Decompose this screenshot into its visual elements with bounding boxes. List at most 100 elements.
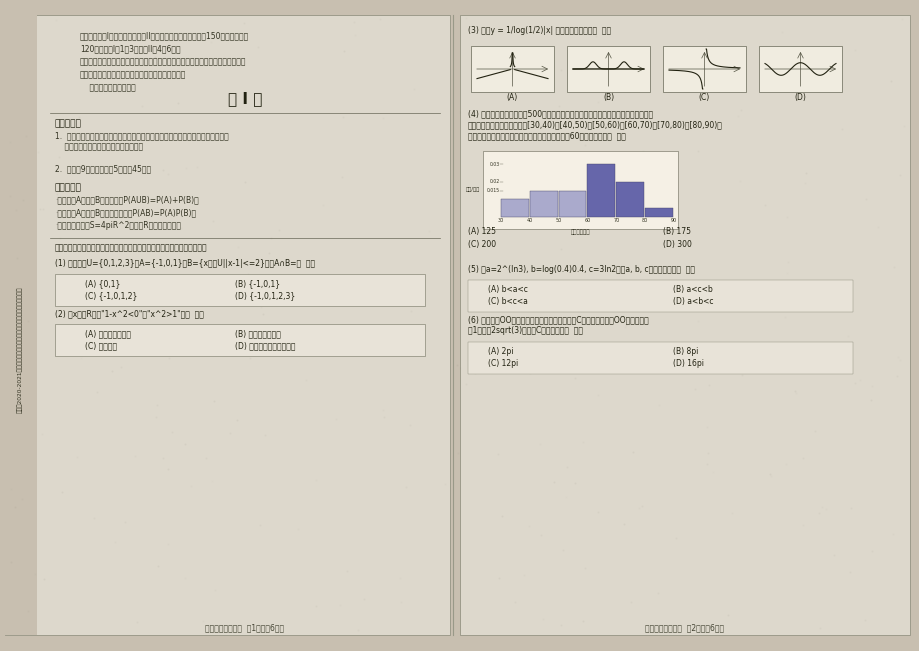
Point xyxy=(243,352,257,363)
Point xyxy=(841,567,856,577)
Point xyxy=(795,453,810,464)
Point xyxy=(452,363,467,373)
Point xyxy=(263,232,278,243)
Text: (D) 300: (D) 300 xyxy=(663,240,691,249)
Point xyxy=(422,226,437,236)
Point xyxy=(546,477,561,487)
Point xyxy=(533,530,548,540)
Point xyxy=(575,436,590,447)
Point xyxy=(255,309,270,319)
Point xyxy=(553,64,568,75)
Point xyxy=(818,503,833,514)
Text: (A): (A) xyxy=(506,93,517,102)
Point xyxy=(56,298,71,308)
Bar xyxy=(468,280,852,312)
Point xyxy=(309,600,323,611)
Point xyxy=(590,506,605,517)
Point xyxy=(788,388,802,398)
Point xyxy=(8,501,23,512)
Point xyxy=(408,270,423,280)
Bar xyxy=(55,324,425,356)
Point xyxy=(522,368,537,378)
Point xyxy=(778,459,793,469)
Point xyxy=(778,268,793,278)
Text: 60: 60 xyxy=(584,218,590,223)
Point xyxy=(72,112,86,122)
Text: (D) {-1,0,1,2,3}: (D) {-1,0,1,2,3} xyxy=(234,291,295,300)
Point xyxy=(774,27,789,37)
Point xyxy=(891,355,906,365)
Point xyxy=(651,587,665,598)
Point xyxy=(559,462,573,473)
Point xyxy=(588,31,603,41)
Point xyxy=(8,285,23,296)
Point xyxy=(489,347,504,357)
Text: (D) 16pi: (D) 16pi xyxy=(673,359,703,368)
Point xyxy=(576,139,591,150)
Point xyxy=(652,348,667,359)
Point xyxy=(403,305,417,316)
Text: (C) 12pi: (C) 12pi xyxy=(487,359,517,368)
Point xyxy=(50,189,64,200)
Point xyxy=(720,610,734,620)
Point xyxy=(165,427,179,437)
Point xyxy=(261,248,276,258)
Point xyxy=(4,557,18,567)
Bar xyxy=(529,191,557,217)
Text: (B) 175: (B) 175 xyxy=(663,227,690,236)
Bar xyxy=(482,151,677,229)
Bar xyxy=(663,46,745,92)
Point xyxy=(847,378,862,388)
Point xyxy=(113,362,128,372)
Point xyxy=(299,374,313,385)
Point xyxy=(495,221,510,231)
Point xyxy=(257,430,272,440)
Point xyxy=(464,59,479,70)
Point xyxy=(72,131,86,141)
Point xyxy=(553,243,568,254)
Text: 80: 80 xyxy=(641,218,648,223)
Point xyxy=(732,176,747,186)
Point xyxy=(309,475,323,486)
Point xyxy=(529,319,544,329)
Point xyxy=(690,146,705,156)
Point xyxy=(813,502,828,512)
Point xyxy=(811,508,825,518)
Text: ·如果事件A与事件B相互独立，那么P(AB)=P(A)P(B)。: ·如果事件A与事件B相互独立，那么P(AB)=P(A)P(B)。 xyxy=(55,208,196,217)
Text: 0.03: 0.03 xyxy=(489,161,499,167)
Point xyxy=(160,464,175,475)
Point xyxy=(236,18,251,28)
Point xyxy=(576,563,591,574)
Point xyxy=(596,294,610,305)
Point xyxy=(843,503,857,513)
Point xyxy=(846,45,861,55)
Point xyxy=(148,51,163,62)
Point xyxy=(377,412,391,422)
Bar xyxy=(644,208,673,217)
Point xyxy=(134,101,149,111)
Text: (A) 125: (A) 125 xyxy=(468,227,495,236)
Point xyxy=(590,389,605,400)
Text: 频率/组距: 频率/组距 xyxy=(465,187,480,193)
Text: 0.015: 0.015 xyxy=(486,188,499,193)
Text: (A) {0,1}: (A) {0,1} xyxy=(85,279,120,288)
Bar xyxy=(558,191,586,217)
Point xyxy=(543,51,558,61)
Text: 高三年级数学试卷  第1页（共6页）: 高三年级数学试卷 第1页（共6页） xyxy=(205,623,284,632)
Text: (D) 既不充分也不必要条件: (D) 既不充分也不必要条件 xyxy=(234,341,295,350)
Point xyxy=(155,452,170,463)
Point xyxy=(437,479,452,490)
Point xyxy=(207,396,221,406)
Text: 0.02: 0.02 xyxy=(489,179,499,184)
Text: ·球的表面积公式S=4piR^2，其中R表示球的半径。: ·球的表面积公式S=4piR^2，其中R表示球的半径。 xyxy=(55,221,181,230)
Point xyxy=(196,616,210,626)
Text: 参考公式：: 参考公式： xyxy=(55,183,82,192)
Point xyxy=(375,113,390,123)
Text: 考生必须将答案写在答题卡上，答在试卷上的无效。: 考生必须将答案写在答题卡上，答在试卷上的无效。 xyxy=(80,70,187,79)
Point xyxy=(357,281,372,291)
Point xyxy=(356,594,370,604)
Point xyxy=(452,107,467,117)
Point xyxy=(54,488,69,498)
Point xyxy=(825,549,840,560)
Point xyxy=(777,312,792,322)
